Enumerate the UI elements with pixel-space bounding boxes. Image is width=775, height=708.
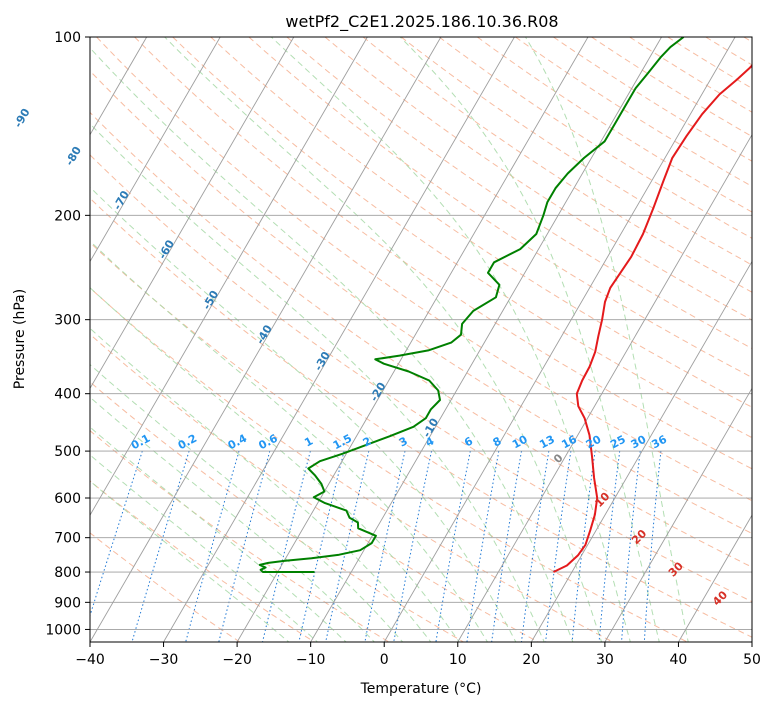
dry-adiabat-line [172, 37, 752, 439]
isotherm-label: -90 [11, 106, 32, 130]
y-axis-label: Pressure (hPa) [12, 289, 28, 389]
y-tick-label: 200 [54, 208, 81, 224]
isotherm-gridline [604, 387, 752, 642]
dry-adiabat-line [362, 37, 752, 293]
dry-adiabat-line [90, 197, 752, 638]
moist-adiabat-line [90, 426, 347, 642]
isotherm-gridline [163, 37, 515, 642]
x-tick-label: −20 [222, 652, 252, 668]
mixing-ratio-line [491, 451, 522, 642]
y-tick-label: 800 [54, 565, 81, 581]
x-tick-label: 30 [596, 652, 614, 668]
x-tick-label: −30 [149, 652, 179, 668]
y-tick-label: 1000 [45, 622, 81, 638]
mixing-ratio-line [466, 451, 500, 642]
x-axis: −40 −30 −20 −10 0 10 20 30 40 50 [75, 642, 761, 668]
isotherm-label: -80 [63, 144, 84, 168]
mixing-ratio-line [621, 451, 641, 642]
series-layer [258, 37, 752, 573]
dry-adiabat-line [90, 532, 241, 642]
mixing-ratio-line [185, 450, 240, 642]
x-axis-label: Temperature (°C) [360, 681, 482, 697]
dry-adiabat-line [324, 37, 752, 321]
mixing-ratio-label: 16 [559, 433, 579, 452]
isotherm-gridline [90, 37, 221, 263]
moist-adiabat-line [90, 480, 290, 642]
y-axis: 100 200 300 400 500 600 700 800 900 1000 [45, 30, 90, 638]
x-tick-label: 10 [449, 652, 467, 668]
mixing-ratio-line [571, 451, 596, 642]
isotherm-gridline [530, 260, 752, 642]
moist-adiabat-line [90, 396, 376, 642]
moist-adiabat-line [90, 363, 404, 642]
dry-adiabat-line [90, 154, 752, 603]
dry-adiabat-line [248, 37, 752, 379]
temperature-profile-line [553, 64, 752, 573]
dry-adiabat-line [134, 37, 752, 470]
mixing-ratio-line [218, 450, 271, 642]
plot-frame [89, 36, 753, 643]
isotherm-gridline [678, 514, 752, 642]
mixing-ratio-label: 25 [608, 433, 628, 452]
isotherm-gridline [383, 37, 736, 642]
y-tick-label: 100 [54, 30, 81, 46]
moist-adiabat-line [90, 454, 319, 642]
moist-adiabat-line [90, 287, 460, 642]
x-tick-label: 0 [380, 652, 389, 668]
mixing-ratio-line [435, 451, 471, 642]
isotherm-gridline [90, 37, 368, 517]
x-tick-label: −40 [75, 652, 105, 668]
grid-layer [0, 37, 752, 642]
isotherm-gridline [310, 37, 662, 642]
mixing-ratio-label: 13 [537, 433, 557, 452]
moist-adiabat-line [90, 186, 517, 642]
y-tick-label: 600 [54, 491, 81, 507]
isotherm-gridline [236, 37, 589, 642]
y-tick-label: 700 [54, 531, 81, 547]
mixing-ratio-label: 10 [510, 433, 530, 452]
x-tick-label: 50 [743, 652, 761, 668]
dry-adiabat-line [90, 480, 315, 642]
isotherm-gridline [90, 37, 442, 642]
mixing-ratio-label: 30 [629, 433, 649, 452]
mixing-ratio-line [325, 450, 370, 642]
mixing-ratio-line [298, 450, 345, 642]
dry-adiabat-line [90, 287, 613, 642]
dewpoint-profile-line [258, 37, 685, 573]
moist-adiabat-line [90, 327, 432, 642]
isotherm-gridline [0, 37, 73, 642]
mixing-ratio-label: 20 [584, 433, 604, 452]
mixing-ratio-line [262, 450, 311, 642]
dry-adiabat-line [210, 37, 752, 408]
isotherm-gridline [751, 641, 752, 642]
x-tick-label: 20 [522, 652, 540, 668]
isotherm-gridline [457, 133, 752, 642]
x-tick-label: −10 [296, 652, 326, 668]
mixing-ratio-line [393, 451, 432, 642]
chart-title: wetPf2_C2E1.2025.186.10.36.R08 [285, 12, 558, 32]
y-tick-label: 400 [54, 387, 81, 403]
y-tick-label: 900 [54, 595, 81, 611]
y-tick-label: 300 [54, 313, 81, 329]
mixing-ratio-line [521, 451, 550, 642]
mixing-ratio-line [545, 451, 572, 642]
mixing-ratio-line [598, 451, 621, 642]
dry-adiabat-line [90, 381, 464, 642]
dry-adiabat-line [90, 333, 539, 642]
x-tick-label: 40 [670, 652, 688, 668]
mixing-ratio-label: 36 [649, 433, 669, 452]
dry-adiabat-line [90, 430, 390, 642]
mixing-ratio-line [364, 450, 406, 642]
isotherm-gridline [90, 37, 295, 390]
dry-adiabat-line [286, 37, 752, 350]
y-tick-label: 500 [54, 444, 81, 460]
